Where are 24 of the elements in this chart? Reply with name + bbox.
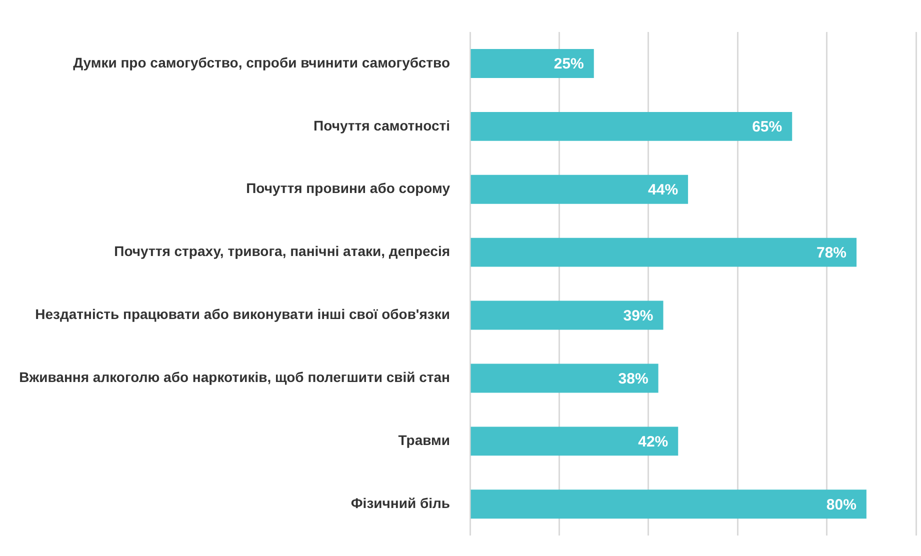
bar [470,364,658,393]
bar [470,112,792,141]
data-label: 78% [816,244,847,262]
bar [470,48,594,78]
y-tick-label: Вживання алкоголю або наркотиків, щоб полегшити свій стан [19,369,450,386]
data-label: 39% [623,307,654,324]
bar [470,238,857,267]
bar [470,490,866,519]
y-tick-label: Думки про самогубство, спроби вчинити самогубство [73,54,450,70]
y-tick-label: Нездатність працювати або виконувати інші свої обов'язки [35,306,450,322]
bar [470,174,688,204]
y-tick-label: Фізичний біль [350,494,450,511]
y-tick-label: Почуття страху, тривога, панічні атаки, депресія [114,243,450,260]
data-label: 42% [638,433,668,450]
y-tick-label: Почуття провини або сорому [246,180,450,196]
y-tick-label: Травми [398,432,450,448]
data-label: 38% [618,370,648,388]
data-label: 80% [826,496,856,514]
bar [470,300,664,330]
data-label: 65% [752,118,782,136]
data-label: 44% [648,182,678,199]
bar [470,426,678,456]
data-label: 25% [554,56,584,73]
y-tick-label: Почуття самотності [314,117,450,134]
